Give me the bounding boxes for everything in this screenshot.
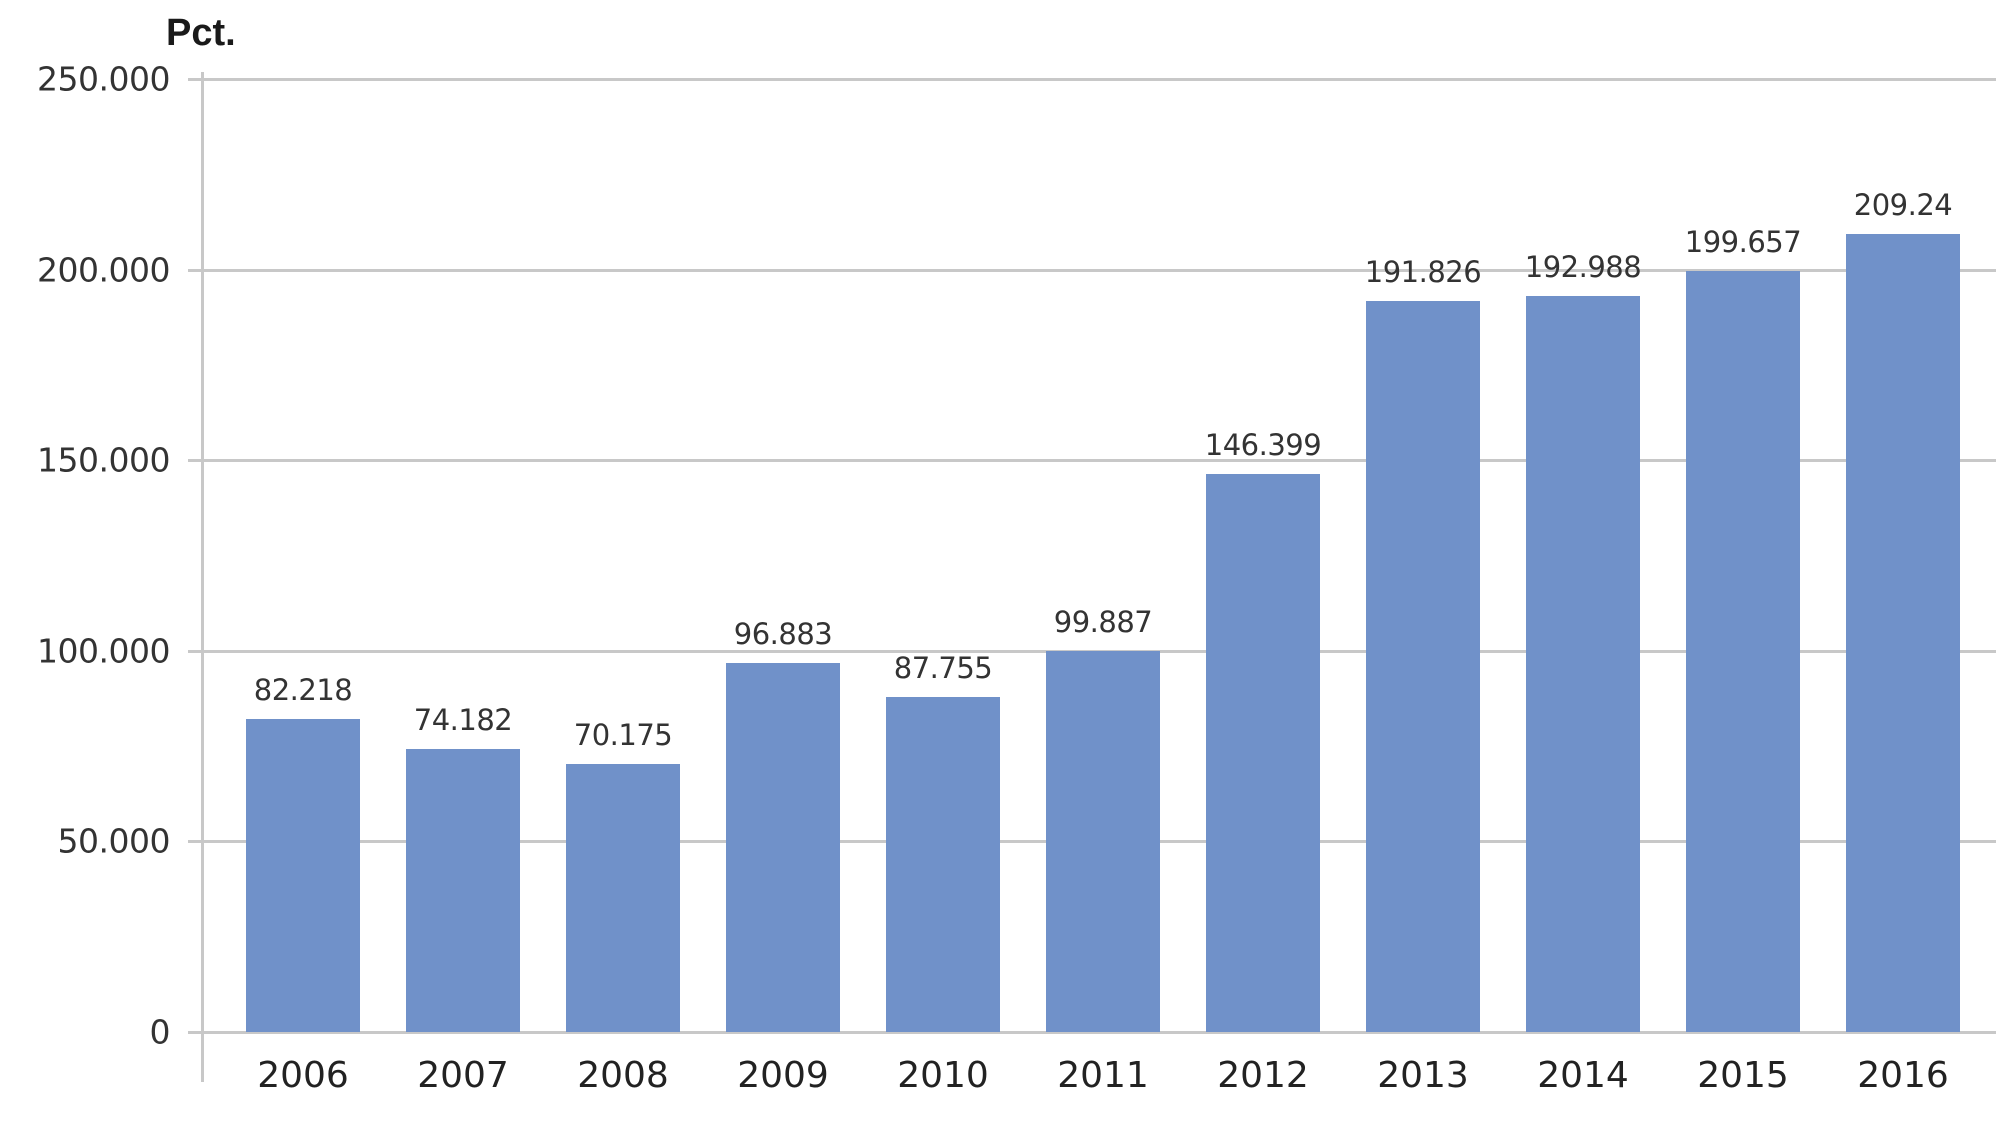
y-axis-line — [201, 72, 204, 1082]
y-tick-label: 150.000 — [37, 440, 170, 480]
x-tick-label: 2007 — [417, 1055, 509, 1096]
bar-value-label: 82.218 — [253, 672, 353, 707]
bar-value-label: 199.657 — [1684, 224, 1802, 259]
bar-2006 — [246, 718, 360, 1032]
bar-2010 — [886, 697, 1000, 1032]
y-tick-label: 250.000 — [37, 59, 170, 99]
gridline — [188, 268, 1996, 272]
y-axis-unit-label: Pct. — [166, 12, 236, 54]
bar-2011 — [1046, 651, 1160, 1032]
bar-value-label: 87.755 — [893, 651, 993, 686]
bar-value-label: 192.988 — [1524, 250, 1642, 285]
bar-2007 — [406, 749, 520, 1032]
x-tick-label: 2011 — [1057, 1055, 1149, 1096]
bar-2013 — [1366, 300, 1480, 1032]
bar-2016 — [1846, 234, 1960, 1032]
bar-value-label: 146.399 — [1204, 427, 1322, 462]
bar-value-label: 191.826 — [1364, 254, 1482, 289]
bar-2012 — [1206, 473, 1320, 1032]
x-tick-label: 2016 — [1857, 1055, 1949, 1096]
bar-2008 — [566, 764, 680, 1032]
x-tick-label: 2015 — [1697, 1055, 1789, 1096]
gridline — [188, 1031, 1996, 1034]
bar-value-label: 74.182 — [413, 703, 513, 738]
y-tick-label: 0 — [149, 1012, 171, 1052]
bar-2014 — [1526, 296, 1640, 1032]
gridline — [188, 459, 1996, 463]
bar-value-label: 99.887 — [1053, 605, 1153, 640]
bar-value-label: 96.883 — [733, 616, 833, 651]
x-tick-label: 2008 — [577, 1055, 669, 1096]
x-tick-label: 2014 — [1537, 1055, 1629, 1096]
x-tick-label: 2010 — [897, 1055, 989, 1096]
x-tick-label: 2012 — [1217, 1055, 1309, 1096]
bar-2015 — [1686, 270, 1800, 1032]
bar-value-label: 70.175 — [573, 718, 673, 753]
bar-value-label: 209.24 — [1853, 188, 1953, 223]
x-tick-label: 2009 — [737, 1055, 829, 1096]
bar-2009 — [726, 662, 840, 1032]
x-tick-label: 2013 — [1377, 1055, 1469, 1096]
gridline — [188, 78, 1996, 81]
y-tick-label: 200.000 — [37, 250, 170, 290]
y-tick-label: 50.000 — [57, 821, 171, 861]
x-tick-label: 2006 — [257, 1055, 349, 1096]
y-tick-label: 100.000 — [37, 631, 170, 671]
